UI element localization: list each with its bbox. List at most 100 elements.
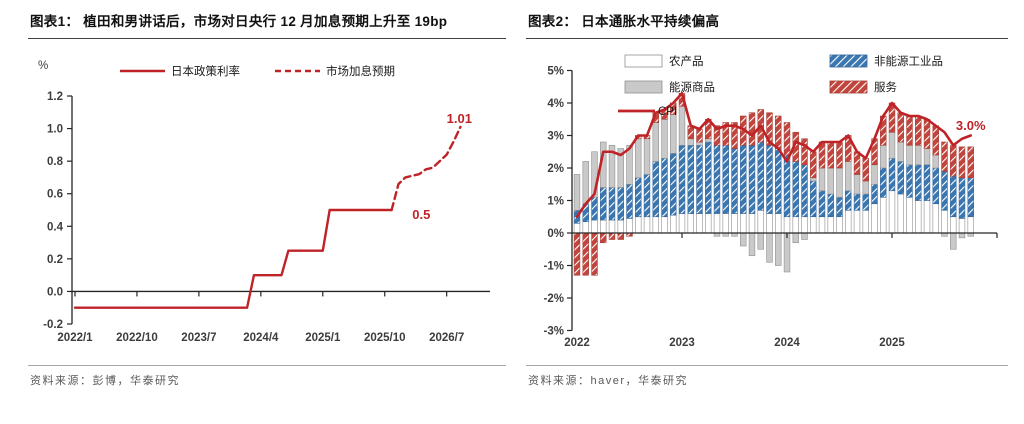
bar-segment [792, 216, 799, 234]
bar-segment [845, 161, 852, 192]
bar-segment [696, 141, 703, 146]
bar-segment [941, 170, 948, 211]
bar-segment [748, 213, 756, 234]
figure-1-source: 资料来源：彭博，华泰研究 [30, 375, 180, 387]
bar-segment [801, 232, 808, 240]
bar-segment [687, 213, 694, 234]
x-tick-label: 2023/7 [181, 332, 216, 344]
legend-label: 服务 [874, 80, 897, 94]
bar-segment [932, 154, 939, 169]
bar-segment [783, 122, 791, 156]
bar-segment [678, 213, 686, 234]
bar-segment [722, 213, 729, 234]
bar-segment [617, 219, 624, 234]
bar-segment [573, 232, 581, 276]
x-tick-label: 2022/10 [116, 332, 158, 344]
energy-bars [573, 105, 974, 273]
legend-label: 日本政策利率 [171, 64, 240, 78]
legend-label: 能源商品 [669, 80, 715, 94]
y-tick-label: 0.2 [47, 254, 63, 266]
legend-item-hatch-blue: 非能源工业品 [829, 54, 943, 68]
bar-segment [801, 164, 808, 218]
bar-segment [950, 144, 957, 177]
bar-segment [888, 190, 896, 234]
bar-segment [845, 209, 852, 234]
bar-segment [923, 164, 931, 201]
bar-segment [827, 141, 834, 169]
bar-segment [932, 203, 939, 234]
bar-segment [888, 131, 896, 159]
bar-segment [801, 216, 808, 234]
bar-segment [775, 148, 782, 214]
bar-segment [853, 209, 861, 234]
bar-segment [600, 187, 607, 221]
bar-segment [810, 180, 817, 218]
bar-segment [862, 209, 869, 234]
bar-segment [757, 232, 764, 250]
bar-segment [617, 232, 624, 240]
bar-segment [836, 167, 843, 198]
bar-segment [853, 151, 861, 175]
figure-2-title: 图表2： 日本通胀水平持续偏高 [528, 14, 720, 29]
bar-segment [722, 144, 729, 214]
industrial-bars [573, 141, 974, 224]
bar-segment [810, 177, 817, 182]
bar-segment [915, 115, 922, 146]
bar-segment [827, 167, 834, 195]
bar-segment [862, 193, 869, 211]
legend-item-hike-expectation: 市场加息预期 [275, 64, 395, 78]
x-axis: 2022/1 2022/10 2023/7 2024/4 2025/1 2025/10 20… [57, 290, 490, 344]
y-tick-label: 0.4 [47, 221, 64, 233]
bar-segment [687, 138, 694, 146]
bar-segment [906, 164, 913, 198]
figure-2-panel: 图表2： 日本通胀水平持续偏高 5% 4% 3% 2% 1% 0% -1% -2% -3% 202… [526, 10, 1008, 388]
bar-segment [888, 157, 896, 192]
bar-segment [766, 144, 773, 214]
bar-segment [670, 114, 677, 154]
bar-segment [810, 216, 817, 234]
bar-segment [661, 118, 668, 159]
legend-item-box-gray: 能源商品 [624, 80, 715, 94]
policy-rate-chart: % 日本政策利率 市场加息预期1.21.00.80.60.40.20.0-0.220… [38, 60, 490, 344]
bar-segment [748, 232, 756, 257]
bar-segment [783, 216, 791, 234]
annotation-1.01: 1.01 [447, 111, 472, 126]
bar-segment [705, 138, 712, 143]
bar-segment [678, 144, 686, 214]
bar-segment [836, 141, 843, 169]
y-axis: 1.2 1.0 0.8 0.6 0.4 0.2 0.0 -0.2 [43, 91, 73, 331]
bar-segment [906, 196, 913, 234]
y-tick-label: 0.6 [47, 189, 63, 201]
bar-segment [862, 180, 869, 195]
bar-segment [932, 167, 939, 205]
bar-segment [897, 161, 904, 195]
bar-segment [626, 183, 633, 219]
bar-segment [897, 141, 904, 162]
bar-segment [871, 164, 878, 185]
bar-segment [871, 203, 878, 234]
bar-segment [967, 216, 974, 234]
annotation-3.0%: 3.0% [956, 118, 986, 133]
bar-segment [818, 167, 826, 192]
bar-segment [958, 146, 966, 179]
bar-segment [766, 232, 773, 263]
legend: 日本政策利率 市场加息预期 [120, 64, 395, 78]
agri-bars [573, 190, 974, 234]
bar-segment [748, 144, 756, 214]
bar-segment [652, 122, 659, 162]
annotation-0.5: 0.5 [412, 207, 430, 222]
x-tick-label: 2025/1 [305, 332, 341, 344]
bar-segment [801, 138, 808, 166]
legend-item-policy-rate: 日本政策利率 [120, 64, 240, 78]
bar-segment [836, 196, 843, 218]
hatch-red-swatch [829, 80, 868, 94]
cpi-line [575, 91, 973, 219]
x-tick-label: 2024/4 [243, 332, 279, 344]
x-tick-label: 2022/1 [57, 332, 93, 344]
bar-segment [792, 232, 799, 244]
bar-segment [757, 141, 764, 211]
bar-segment [906, 144, 913, 166]
bar-segment [871, 183, 878, 205]
y-tick-label: -2% [544, 293, 564, 305]
